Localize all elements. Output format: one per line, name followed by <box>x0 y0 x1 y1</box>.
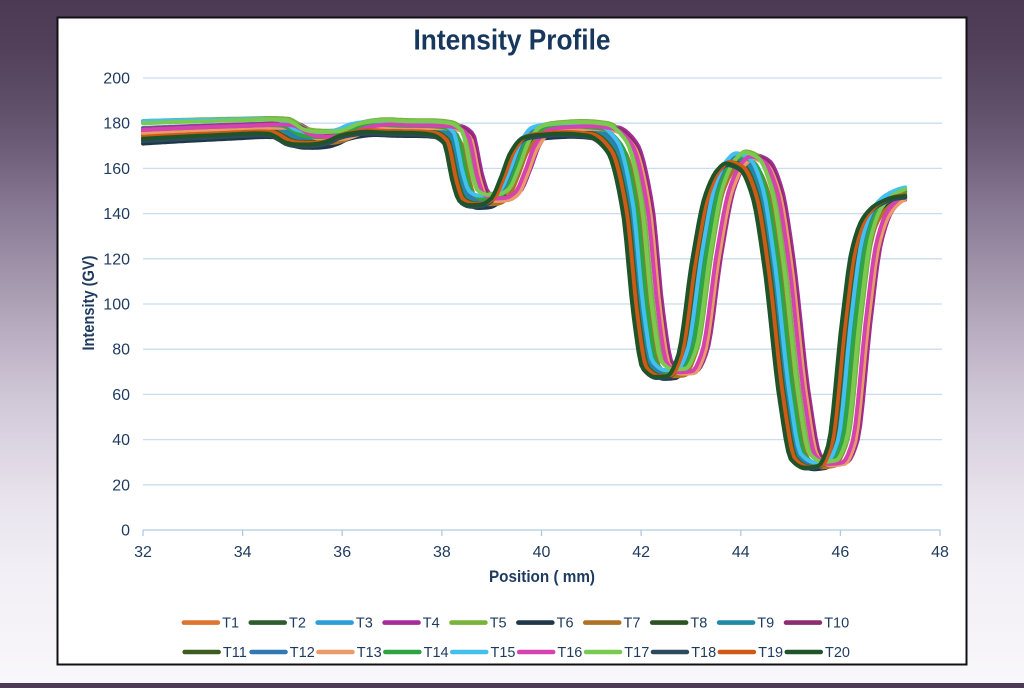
svg-text:Position ( mm): Position ( mm) <box>489 567 595 586</box>
svg-text:T7: T7 <box>624 616 641 632</box>
svg-text:T11: T11 <box>223 645 247 661</box>
svg-text:46: 46 <box>832 544 850 561</box>
svg-text:T15: T15 <box>491 645 516 661</box>
svg-text:T19: T19 <box>758 645 783 661</box>
svg-text:T13: T13 <box>357 645 382 661</box>
svg-text:T9: T9 <box>757 616 774 632</box>
svg-text:120: 120 <box>103 251 130 268</box>
svg-text:T8: T8 <box>690 616 707 632</box>
svg-text:140: 140 <box>103 206 130 223</box>
svg-text:200: 200 <box>103 71 130 88</box>
svg-text:T12: T12 <box>290 645 315 661</box>
svg-text:T14: T14 <box>424 645 449 661</box>
svg-text:0: 0 <box>121 523 130 540</box>
svg-text:160: 160 <box>103 161 130 178</box>
svg-text:T3: T3 <box>356 616 373 632</box>
svg-text:T5: T5 <box>490 616 507 632</box>
svg-text:40: 40 <box>533 544 551 561</box>
svg-text:20: 20 <box>112 477 130 494</box>
svg-text:T4: T4 <box>423 616 440 632</box>
svg-text:T16: T16 <box>557 645 582 661</box>
svg-text:T2: T2 <box>289 616 306 632</box>
svg-text:80: 80 <box>112 342 130 359</box>
svg-text:T1: T1 <box>222 616 239 632</box>
svg-text:Intensity Profile: Intensity Profile <box>414 25 611 57</box>
svg-text:44: 44 <box>732 544 750 561</box>
svg-text:T20: T20 <box>825 645 850 661</box>
svg-text:T18: T18 <box>691 645 716 661</box>
svg-text:34: 34 <box>234 544 252 561</box>
svg-text:36: 36 <box>333 544 351 561</box>
svg-text:100: 100 <box>103 297 130 314</box>
svg-text:40: 40 <box>112 432 130 449</box>
svg-text:32: 32 <box>134 544 152 561</box>
svg-text:42: 42 <box>632 544 650 561</box>
svg-text:Intensity (GV): Intensity (GV) <box>79 256 98 351</box>
svg-text:60: 60 <box>112 387 130 404</box>
svg-text:180: 180 <box>103 116 130 133</box>
svg-text:T6: T6 <box>557 616 574 632</box>
svg-text:38: 38 <box>433 544 451 561</box>
svg-text:T10: T10 <box>824 616 849 632</box>
svg-text:T17: T17 <box>624 645 649 661</box>
svg-text:48: 48 <box>931 544 949 561</box>
